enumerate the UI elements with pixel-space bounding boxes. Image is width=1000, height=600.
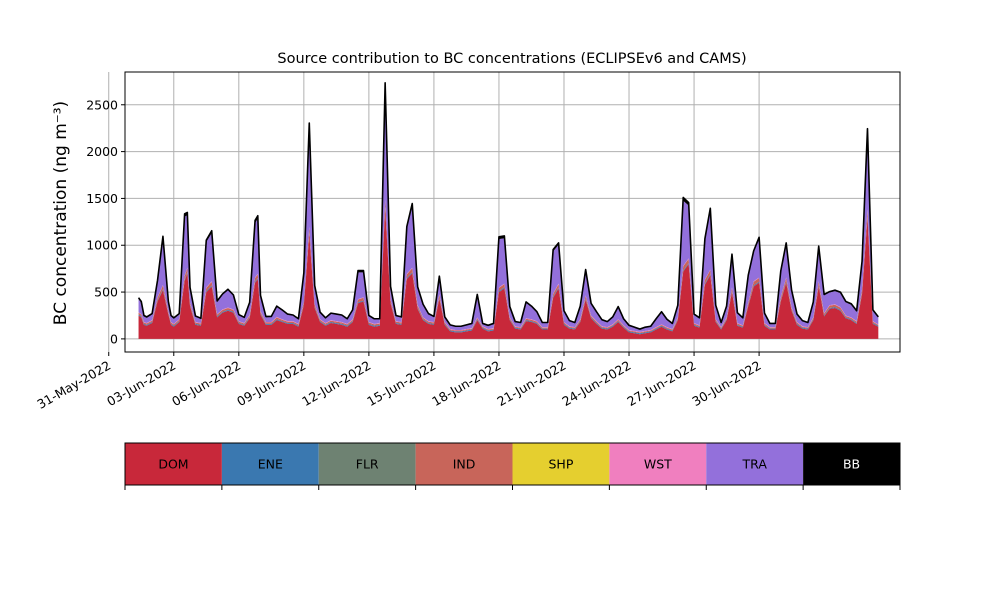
y-tick-label: 0	[110, 331, 118, 346]
legend-swatch-ene	[221, 443, 319, 485]
y-axis: 0 500 1000 1500 2000 2500	[86, 97, 125, 346]
y-axis-label: BC concentration (ng m⁻³)	[51, 101, 71, 325]
y-tick-label: 1000	[86, 238, 118, 253]
legend-label-tra: TRA	[742, 457, 768, 472]
legend-label-shp: SHP	[549, 457, 574, 472]
legend-swatch-flr	[318, 443, 416, 485]
legend-swatch-dom	[125, 443, 222, 485]
legend-swatch-tra	[706, 443, 804, 485]
y-tick-label: 1500	[86, 191, 118, 206]
legend-label-flr: FLR	[356, 457, 379, 472]
legend: DOM ENE FLR IND SHP WST TRA BB	[124, 442, 901, 490]
y-tick-label: 500	[94, 285, 118, 300]
total-line	[137, 81, 879, 330]
area-dom	[138, 207, 879, 339]
legend-label-bb: BB	[843, 457, 860, 472]
chart-title: Source contribution to BC concentrations…	[277, 51, 746, 67]
legend-swatch-bb	[803, 443, 900, 485]
legend-label-ind: IND	[453, 457, 476, 472]
legend-swatch-wst	[609, 443, 707, 485]
plot-frame	[124, 71, 901, 353]
stacked-areas	[138, 82, 879, 339]
legend-label-wst: WST	[644, 457, 672, 472]
y-tick-label: 2000	[86, 144, 118, 159]
y-tick-label: 2500	[86, 97, 118, 112]
legend-label-ene: ENE	[258, 457, 283, 472]
legend-label-dom: DOM	[158, 457, 188, 472]
legend-swatch-shp	[512, 443, 610, 485]
legend-swatch-ind	[415, 443, 513, 485]
total-line-group	[137, 81, 879, 330]
